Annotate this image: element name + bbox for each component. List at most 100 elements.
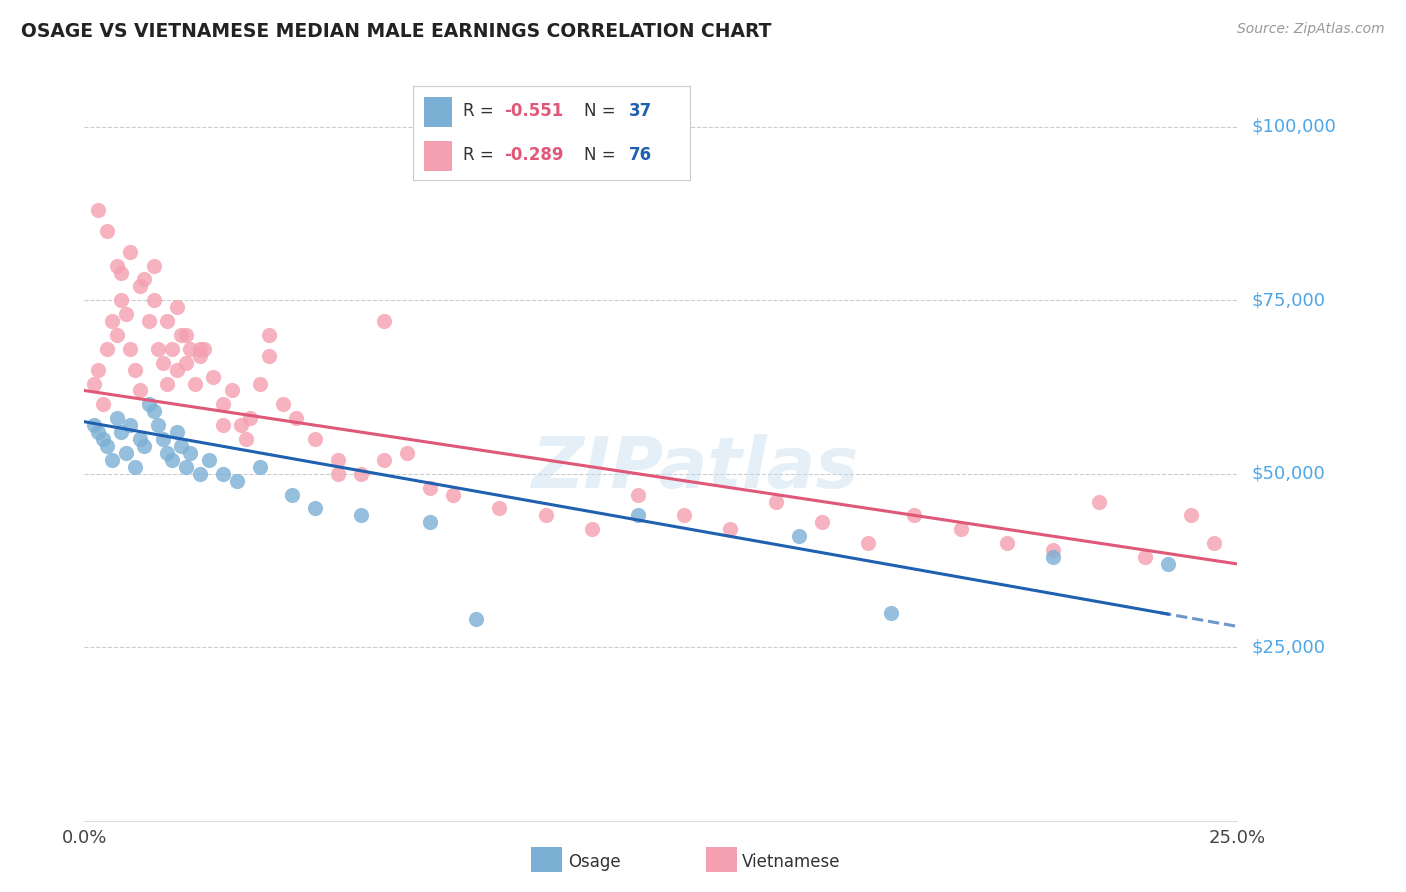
Point xyxy=(1204,536,1226,550)
Point xyxy=(350,467,373,481)
Point xyxy=(179,446,201,460)
Point xyxy=(128,279,150,293)
Text: OSAGE VS VIETNAMESE MEDIAN MALE EARNINGS CORRELATION CHART: OSAGE VS VIETNAMESE MEDIAN MALE EARNINGS… xyxy=(21,22,772,41)
Point xyxy=(221,384,243,398)
Point xyxy=(101,453,124,467)
Point xyxy=(128,384,150,398)
Point xyxy=(995,536,1018,550)
Point xyxy=(170,439,193,453)
Point xyxy=(765,494,787,508)
Point xyxy=(83,376,105,391)
Point xyxy=(134,272,156,286)
Point xyxy=(304,432,326,446)
Point xyxy=(718,522,741,536)
Point xyxy=(441,487,464,501)
Point xyxy=(326,467,349,481)
Point xyxy=(124,362,146,376)
Point xyxy=(166,300,188,314)
Point xyxy=(105,411,128,425)
Point xyxy=(138,397,160,411)
Point xyxy=(202,369,225,384)
Point xyxy=(350,508,373,523)
Point xyxy=(534,508,557,523)
Point xyxy=(903,508,925,523)
Point xyxy=(128,432,150,446)
Point xyxy=(160,342,183,356)
Point xyxy=(124,459,146,474)
Point xyxy=(146,418,169,433)
Point xyxy=(627,487,650,501)
Text: Osage: Osage xyxy=(568,853,620,871)
Point xyxy=(373,453,395,467)
Point xyxy=(152,356,174,370)
Point xyxy=(211,418,233,433)
Point xyxy=(96,439,118,453)
Point xyxy=(120,244,142,259)
Point xyxy=(257,349,280,363)
Point xyxy=(166,425,188,439)
Point xyxy=(1180,508,1202,523)
Point xyxy=(91,432,114,446)
Text: ZIPatlas: ZIPatlas xyxy=(531,434,859,503)
Point xyxy=(115,307,138,321)
Point xyxy=(120,342,142,356)
Point xyxy=(188,467,211,481)
Point xyxy=(110,425,132,439)
Point xyxy=(304,501,326,516)
Point xyxy=(188,342,211,356)
Text: $75,000: $75,000 xyxy=(1251,292,1326,310)
Point xyxy=(787,529,810,543)
Point xyxy=(110,293,132,308)
Point xyxy=(419,516,441,530)
Point xyxy=(96,342,118,356)
Point xyxy=(156,376,179,391)
Text: $25,000: $25,000 xyxy=(1251,638,1326,657)
Point xyxy=(225,474,247,488)
Point xyxy=(174,459,197,474)
Point xyxy=(249,459,271,474)
Point xyxy=(211,467,233,481)
Point xyxy=(235,432,257,446)
Point xyxy=(581,522,603,536)
Point xyxy=(146,342,169,356)
Point xyxy=(115,446,138,460)
Text: Vietnamese: Vietnamese xyxy=(742,853,841,871)
Point xyxy=(326,453,349,467)
Y-axis label: Median Male Earnings: Median Male Earnings xyxy=(0,362,7,530)
Point xyxy=(257,328,280,343)
Text: Source: ZipAtlas.com: Source: ZipAtlas.com xyxy=(1237,22,1385,37)
Point xyxy=(627,508,650,523)
Point xyxy=(271,397,294,411)
Point xyxy=(1042,549,1064,564)
Point xyxy=(198,453,221,467)
Point xyxy=(174,356,197,370)
Point xyxy=(120,418,142,433)
Point xyxy=(811,516,834,530)
Point xyxy=(170,328,193,343)
Point xyxy=(179,342,201,356)
Point xyxy=(156,446,179,460)
Point xyxy=(419,481,441,495)
Point xyxy=(160,453,183,467)
Point xyxy=(134,439,156,453)
Point xyxy=(166,362,188,376)
Point xyxy=(211,397,233,411)
Point xyxy=(188,349,211,363)
Point xyxy=(110,266,132,280)
Point xyxy=(880,606,903,620)
Point xyxy=(142,293,165,308)
Point xyxy=(152,432,174,446)
Point xyxy=(101,314,124,328)
Point xyxy=(184,376,207,391)
Point xyxy=(465,612,488,626)
Point xyxy=(96,224,118,238)
Point xyxy=(156,314,179,328)
Point xyxy=(1157,557,1180,571)
Point xyxy=(105,328,128,343)
Point xyxy=(396,446,419,460)
Point xyxy=(672,508,695,523)
Point xyxy=(1088,494,1111,508)
Point xyxy=(87,425,110,439)
Point xyxy=(858,536,880,550)
Point xyxy=(87,203,110,218)
